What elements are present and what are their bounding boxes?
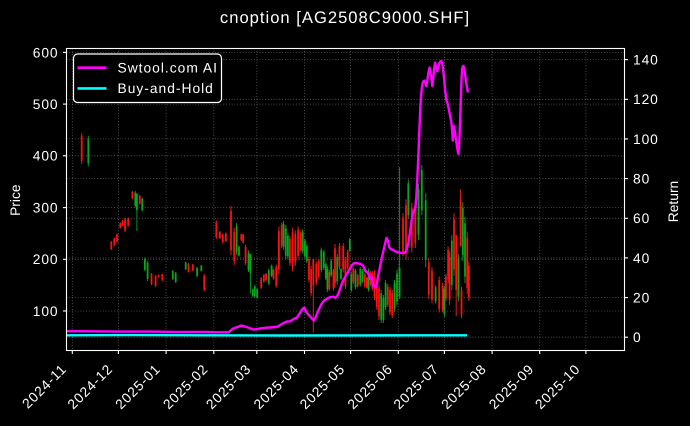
svg-text:Price: Price — [8, 184, 23, 216]
svg-text:Swtool.com AI: Swtool.com AI — [118, 60, 218, 75]
svg-text:400: 400 — [33, 149, 59, 164]
svg-text:500: 500 — [33, 97, 59, 112]
svg-text:200: 200 — [33, 252, 59, 267]
svg-text:0: 0 — [633, 330, 642, 345]
svg-text:60: 60 — [633, 211, 650, 226]
svg-text:20: 20 — [633, 291, 650, 306]
svg-text:cnoption [AG2508C9000.SHF]: cnoption [AG2508C9000.SHF] — [220, 8, 470, 27]
svg-text:Return: Return — [666, 181, 681, 222]
svg-text:Buy-and-Hold: Buy-and-Hold — [118, 81, 214, 96]
svg-text:100: 100 — [633, 132, 659, 147]
svg-text:40: 40 — [633, 251, 650, 266]
svg-text:80: 80 — [633, 172, 650, 187]
svg-text:600: 600 — [33, 45, 59, 60]
svg-text:140: 140 — [633, 53, 659, 68]
svg-text:100: 100 — [33, 304, 59, 319]
svg-text:120: 120 — [633, 92, 659, 107]
svg-text:300: 300 — [33, 201, 59, 216]
